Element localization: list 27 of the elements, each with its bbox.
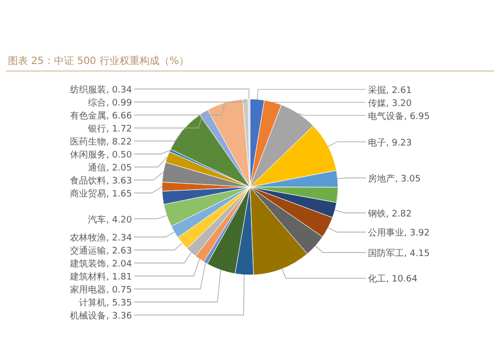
slice-label: 农林牧渔, 2.34	[70, 232, 132, 244]
slice-label: 传媒, 3.20	[368, 98, 412, 109]
slice-label: 通信, 2.05	[88, 162, 132, 174]
slice-label: 医药生物, 8.22	[70, 136, 132, 148]
slice-label: 家用电器, 0.75	[70, 284, 132, 296]
slice-label: 有色金属, 6.66	[70, 110, 132, 122]
slice-label: 机械设备, 3.36	[70, 310, 132, 322]
slice-label: 交通运输, 2.63	[70, 246, 132, 257]
slice-label: 休闲服务, 0.50	[70, 150, 132, 161]
slice-label: 建筑材料, 1.81	[69, 272, 132, 283]
slice-label: 食品饮料, 3.63	[70, 176, 132, 187]
slice-label: 汽车, 4.20	[88, 214, 132, 226]
slice-label: 公用事业, 3.92	[368, 228, 430, 239]
slice-label: 钢铁, 2.82	[367, 208, 412, 220]
slice-label: 银行, 1.72	[87, 124, 132, 135]
slice-label: 国防军工, 4.15	[368, 248, 430, 260]
slice-label: 电气设备, 6.95	[368, 110, 430, 122]
slice-label: 商业贸易, 1.65	[70, 188, 132, 200]
slice-label: 纺织服装, 0.34	[70, 84, 132, 96]
slice-label: 化工, 10.64	[368, 274, 418, 285]
chart-title: 图表 25：中证 500 行业权重构成（%）	[8, 55, 189, 67]
slice-label: 采掘, 2.61	[368, 84, 412, 96]
slice-label: 建筑装饰, 2.04	[69, 258, 132, 270]
slice-label: 综合, 0.99	[88, 98, 132, 109]
slice-label: 房地产, 3.05	[368, 173, 421, 184]
slice-label: 计算机, 5.35	[79, 298, 132, 309]
slice-label: 电子, 9.23	[368, 137, 412, 148]
